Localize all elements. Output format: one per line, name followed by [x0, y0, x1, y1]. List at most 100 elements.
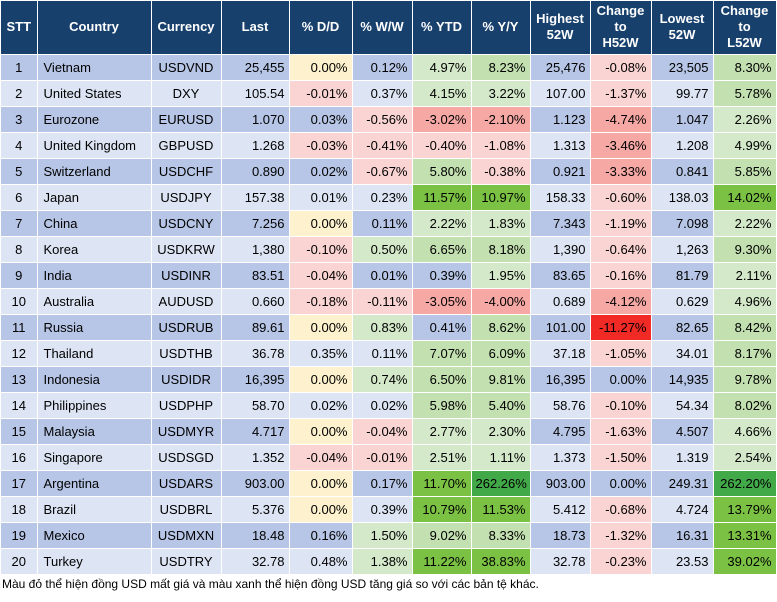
cell-chl: 4.99%	[713, 132, 777, 159]
cell-yy: 8.18%	[471, 236, 531, 263]
cell-country: Philippines	[37, 392, 152, 419]
cell-ytd: 5.98%	[412, 392, 472, 419]
cell-dd: 0.00%	[289, 470, 353, 497]
cell-currency: USDCNY	[151, 210, 222, 237]
cell-currency: USDVND	[151, 54, 222, 81]
cell-currency: USDARS	[151, 470, 222, 497]
cell-yy: 3.22%	[471, 80, 531, 107]
cell-country: Thailand	[37, 340, 152, 367]
cell-currency: GBPUSD	[151, 132, 222, 159]
cell-dd: -0.18%	[289, 288, 353, 315]
cell-ytd: 4.15%	[412, 80, 472, 107]
cell-chh: -1.50%	[590, 444, 652, 471]
currency-table: STT Country Currency Last % D/D % W/W % …	[1, 1, 777, 575]
cell-last: 0.660	[221, 288, 290, 315]
cell-dd: 0.00%	[289, 496, 353, 523]
cell-currency: USDBRL	[151, 496, 222, 523]
cell-ytd: 10.79%	[412, 496, 472, 523]
cell-yy: 5.40%	[471, 392, 531, 419]
cell-low: 138.03	[651, 184, 714, 211]
cell-last: 1.070	[221, 106, 290, 133]
table-row: 14 Philippines USDPHP 58.70 0.02% 0.02% 5.98% 5…	[1, 392, 777, 419]
cell-stt: 3	[1, 106, 38, 133]
cell-last: 58.70	[221, 392, 290, 419]
table-row: 3 Eurozone EURUSD 1.070 0.03% -0.56% -3.02% -2.…	[1, 106, 777, 133]
cell-ww: 0.11%	[352, 210, 413, 237]
table-row: 1 Vietnam USDVND 25,455 0.00% 0.12% 4.97% 8.23%…	[1, 54, 777, 81]
cell-dd: 0.00%	[289, 210, 353, 237]
cell-last: 1.352	[221, 444, 290, 471]
cell-ytd: 11.57%	[412, 184, 472, 211]
cell-yy: 10.97%	[471, 184, 531, 211]
cell-currency: USDJPY	[151, 184, 222, 211]
cell-high: 58.76	[530, 392, 591, 419]
cell-ww: 1.50%	[352, 522, 413, 549]
cell-chh: -4.74%	[590, 106, 652, 133]
cell-stt: 16	[1, 444, 38, 471]
cell-low: 4.507	[651, 418, 714, 445]
table-row: 6 Japan USDJPY 157.38 0.01% 0.23% 11.57% 10.97%…	[1, 184, 777, 211]
cell-chl: 14.02%	[713, 184, 777, 211]
header-change-h-line1: Change	[596, 3, 645, 19]
cell-ww: 0.83%	[352, 314, 413, 341]
cell-chl: 2.26%	[713, 106, 777, 133]
cell-ww: -0.56%	[352, 106, 413, 133]
header-change-h-line2: to	[614, 19, 627, 35]
cell-currency: USDMXN	[151, 522, 222, 549]
cell-yy: -4.00%	[471, 288, 531, 315]
cell-chh: -1.37%	[590, 80, 652, 107]
cell-ww: -0.01%	[352, 444, 413, 471]
cell-currency: DXY	[151, 80, 222, 107]
cell-ytd: 5.80%	[412, 158, 472, 185]
cell-low: 16.31	[651, 522, 714, 549]
cell-dd: 0.02%	[289, 158, 353, 185]
cell-high: 32.78	[530, 548, 591, 575]
cell-ytd: 4.97%	[412, 54, 472, 81]
cell-chl: 13.31%	[713, 522, 777, 549]
cell-currency: USDTHB	[151, 340, 222, 367]
cell-yy: -0.38%	[471, 158, 531, 185]
cell-chh: -3.46%	[590, 132, 652, 159]
cell-high: 5.412	[530, 496, 591, 523]
cell-low: 1.208	[651, 132, 714, 159]
cell-ww: 0.11%	[352, 340, 413, 367]
cell-dd: 0.00%	[289, 366, 353, 393]
cell-dd: 0.48%	[289, 548, 353, 575]
cell-country: Indonesia	[37, 366, 152, 393]
cell-country: China	[37, 210, 152, 237]
cell-chh: -0.10%	[590, 392, 652, 419]
cell-yy: 2.30%	[471, 418, 531, 445]
header-change-l-line3: L52W	[727, 35, 762, 51]
cell-ww: 0.37%	[352, 80, 413, 107]
cell-ytd: 11.22%	[412, 548, 472, 575]
cell-stt: 18	[1, 496, 38, 523]
cell-currency: USDCHF	[151, 158, 222, 185]
cell-last: 0.890	[221, 158, 290, 185]
cell-stt: 10	[1, 288, 38, 315]
table-row: 12 Thailand USDTHB 36.78 0.35% 0.11% 7.07% 6.09…	[1, 340, 777, 367]
cell-country: Eurozone	[37, 106, 152, 133]
table-row: 9 India USDINR 83.51 -0.04% 0.01% 0.39% 1.95% 83…	[1, 262, 777, 289]
cell-ww: 0.23%	[352, 184, 413, 211]
cell-stt: 19	[1, 522, 38, 549]
header-lowest-line2: 52W	[668, 27, 696, 43]
cell-ytd: 2.77%	[412, 418, 472, 445]
cell-ytd: 7.07%	[412, 340, 472, 367]
cell-low: 0.629	[651, 288, 714, 315]
cell-chl: 13.79%	[713, 496, 777, 523]
cell-chh: 0.00%	[590, 366, 652, 393]
currency-table-container: STT Country Currency Last % D/D % W/W % …	[1, 1, 777, 575]
cell-chl: 8.02%	[713, 392, 777, 419]
cell-high: 37.18	[530, 340, 591, 367]
cell-ytd: -0.40%	[412, 132, 472, 159]
cell-country: Russia	[37, 314, 152, 341]
cell-country: India	[37, 262, 152, 289]
cell-last: 4.717	[221, 418, 290, 445]
cell-high: 83.65	[530, 262, 591, 289]
cell-country: Vietnam	[37, 54, 152, 81]
cell-chh: -1.19%	[590, 210, 652, 237]
cell-stt: 5	[1, 158, 38, 185]
cell-low: 34.01	[651, 340, 714, 367]
cell-stt: 11	[1, 314, 38, 341]
header-ytd: % YTD	[412, 1, 472, 55]
